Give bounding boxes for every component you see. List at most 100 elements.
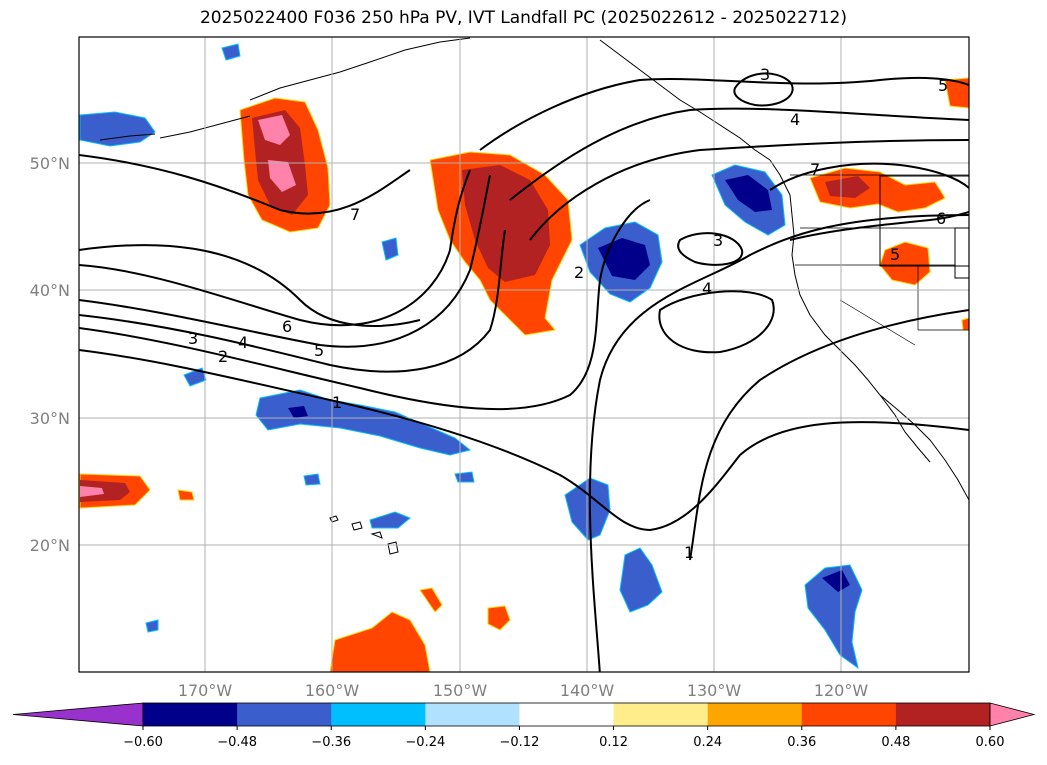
contour-line — [677, 232, 744, 266]
graticule — [79, 37, 969, 672]
landfall-region-box — [879, 175, 969, 267]
negative-anomaly-layer — [79, 43, 863, 670]
contour-line — [769, 162, 969, 191]
positive-anomaly-core — [825, 176, 870, 198]
lon-label: 160°W — [305, 681, 360, 700]
longitude-labels: 170°W 160°W 150°W 140°W 130°W 120°W — [178, 681, 869, 700]
colorbar-tick-label: −0.60 — [123, 735, 163, 750]
contour-label: 6 — [936, 209, 946, 228]
colorbar-segment — [519, 703, 615, 726]
negative-anomaly-blob — [221, 43, 241, 61]
colorbar-segment — [237, 703, 332, 726]
negative-anomaly-core — [822, 570, 850, 592]
positive-anomaly-blob — [961, 317, 969, 331]
negative-anomaly-blob — [303, 473, 321, 486]
positive-anomaly-blob — [329, 611, 431, 672]
contour-labels: 1 2 3 4 5 6 7 1 2 3 4 5 6 7 3 4 5 — [188, 65, 948, 562]
negative-anomaly-blob — [804, 564, 863, 670]
contour-line — [689, 309, 969, 561]
positive-anomaly-peak — [258, 115, 296, 192]
contour-label: 7 — [350, 205, 360, 224]
lat-label: 50°N — [30, 154, 70, 173]
negative-anomaly-core — [725, 175, 772, 212]
negative-anomaly-blob — [381, 237, 399, 261]
negative-anomaly-blob — [145, 619, 159, 633]
positive-anomaly-blob — [419, 587, 443, 613]
colorbar-segment — [425, 703, 520, 726]
colorbar-tick-label: −0.48 — [217, 735, 257, 750]
contour-label: 4 — [790, 110, 800, 129]
contour-label: 4 — [702, 279, 712, 298]
contour-line — [658, 290, 775, 354]
contour-line — [509, 107, 969, 201]
contour-label: 5 — [890, 245, 900, 264]
colorbar-tick-label: −0.36 — [311, 735, 351, 750]
lon-label: 170°W — [178, 681, 233, 700]
contour-layer — [79, 72, 969, 672]
contour-line — [79, 349, 969, 532]
lon-label: 150°W — [433, 681, 488, 700]
contour-label: 2 — [218, 347, 228, 366]
colorbar: −0.60 −0.48 −0.36 −0.24 −0.12 0.12 0.24 0.36 0.4… — [12, 702, 1036, 750]
colorbar-tick-label: −0.24 — [405, 735, 445, 750]
contour-line — [789, 211, 969, 241]
contour-line — [79, 244, 421, 327]
contour-line — [733, 72, 794, 107]
positive-anomaly-blob — [879, 241, 931, 286]
colorbar-segment — [613, 703, 709, 726]
contour-label: 1 — [684, 543, 694, 562]
positive-anomaly-blob — [177, 489, 195, 501]
contour-label: 6 — [282, 317, 292, 336]
colorbar-tick-label: 0.48 — [881, 735, 910, 750]
contour-label: 5 — [938, 76, 948, 95]
map-frame — [78, 36, 970, 673]
contour-label: 7 — [810, 160, 820, 179]
landfall-boxes — [879, 175, 969, 279]
baja-coastline — [879, 394, 931, 463]
contour-label: 1 — [332, 393, 342, 412]
positive-anomaly-blob — [487, 605, 511, 631]
colorbar-extend-high — [989, 702, 1036, 727]
lat-label: 30°N — [30, 409, 70, 428]
map-panel: 1 2 3 4 5 6 7 1 2 3 4 5 6 7 3 4 5 — [79, 37, 969, 672]
lon-label: 140°W — [560, 681, 615, 700]
contour-line — [79, 199, 651, 411]
colorbar-tick-label: 0.60 — [976, 735, 1005, 750]
alaska-panhandle-coastline — [599, 39, 771, 161]
contour-label: 2 — [574, 263, 584, 282]
colorbar-extend-low — [12, 702, 144, 727]
colorbar-tick-label: 0.36 — [787, 735, 816, 750]
contour-line — [79, 229, 506, 373]
negative-anomaly-blob — [454, 471, 475, 483]
landfall-region-box — [954, 227, 969, 279]
hawaii-islands — [329, 515, 399, 555]
positive-anomaly-core — [80, 480, 130, 502]
colorbar-segment — [331, 703, 426, 726]
contour-label: 5 — [314, 341, 324, 360]
contour-line — [588, 214, 969, 672]
negative-anomaly-blob — [619, 547, 663, 613]
lon-label: 120°W — [814, 681, 869, 700]
negative-anomaly-blob — [369, 511, 411, 529]
contour-label: 3 — [188, 329, 198, 348]
colorbar-tick-label: 0.12 — [599, 735, 628, 750]
contour-label: 3 — [760, 65, 770, 84]
contour-line — [79, 174, 491, 348]
positive-anomaly-core — [462, 165, 550, 282]
negative-anomaly-core — [288, 406, 308, 418]
colorbar-tick-label: 0.24 — [693, 735, 722, 750]
colorbar-segment — [143, 703, 238, 726]
negative-anomaly-core — [598, 238, 650, 280]
lat-label: 40°N — [30, 281, 70, 300]
negative-anomaly-blob — [79, 111, 156, 147]
positive-anomaly-layer — [79, 77, 969, 672]
contour-label: 4 — [238, 333, 248, 352]
contour-line — [529, 139, 969, 241]
lat-label: 20°N — [30, 536, 70, 555]
colorbar-tick-label: −0.12 — [500, 735, 540, 750]
lon-label: 130°W — [687, 681, 742, 700]
contour-line — [479, 76, 969, 151]
positive-anomaly-peak — [80, 486, 104, 497]
positive-anomaly-blob — [944, 77, 969, 109]
